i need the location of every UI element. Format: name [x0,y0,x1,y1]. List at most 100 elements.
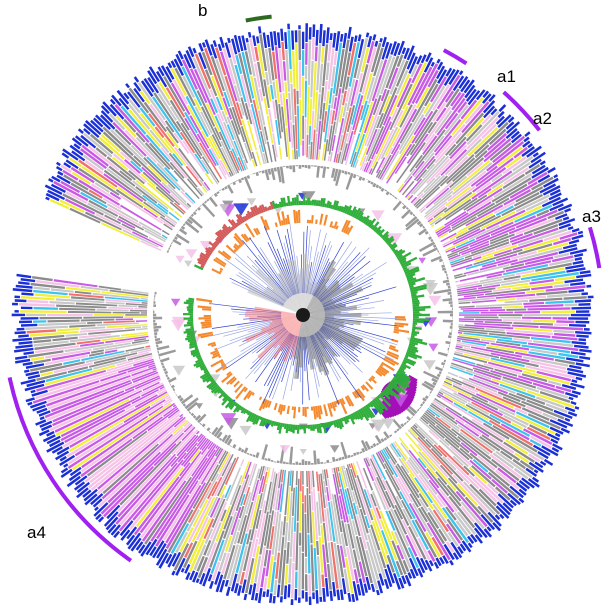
gray-ring-spike [430,255,442,263]
gray-ring-spike [153,298,155,301]
orange-ring-bar [284,218,288,225]
bar-segment [266,465,269,471]
bar-segment [305,66,308,80]
bar-segment [311,511,316,547]
bar-segment [268,108,274,133]
bar-segment [368,528,386,579]
bar-segment [132,371,160,383]
bar-segment [448,495,476,529]
bar-segment [359,64,369,93]
bar-segment [349,133,361,164]
orange-ring-bar [394,318,407,321]
bar-segment [69,324,96,328]
bar-tip [401,47,407,55]
gray-ring-spike [255,171,259,177]
bar-tip [47,189,66,200]
bar-tip [557,203,573,212]
bar-segment [310,544,315,592]
bar-tip [83,123,100,138]
bar-tip [498,104,507,113]
bar-segment [201,130,212,148]
bar-segment [467,402,490,415]
orange-ring-bar [233,248,237,253]
bar-segment [324,509,330,542]
green-ring-bar [411,293,417,297]
bar-tip [467,535,475,544]
green-ring-bar [367,403,372,408]
bar-segment [230,120,248,164]
bar-tip [522,140,531,148]
bar-segment [78,179,120,206]
bar-segment [81,165,116,190]
bar-segment [233,140,247,172]
bar-tip [24,369,30,373]
gray-ring-spike [406,416,412,421]
bar-segment [398,436,409,450]
gray-ring-spike [182,403,186,407]
bar-segment [260,131,269,165]
bar-segment [143,101,167,133]
clade-label-a1: a1 [497,67,516,86]
bar-segment [93,314,125,316]
core-wedge [244,312,297,318]
bar-segment [128,103,151,130]
bar-segment [148,113,175,147]
bar-segment [143,157,176,190]
bar-segment [457,435,498,469]
bar-segment [272,133,278,158]
bar-segment [379,87,398,129]
bar-segment [414,422,439,446]
bar-tip [572,260,584,265]
gray-ring-spike [378,186,382,190]
bar-segment [416,169,428,182]
gray-ring-spike [416,220,422,226]
bar-segment [427,69,439,88]
bar-tip [554,432,561,438]
bar-segment [149,103,167,127]
bar-segment [334,94,344,135]
bar-tip [436,58,441,64]
bar-segment [161,181,191,210]
gray-ring-spike [197,206,201,211]
core-wedge [291,320,302,358]
bar-segment [339,545,346,568]
bar-tip [461,540,472,553]
bar-segment [196,133,217,166]
clade-label-a3: a3 [582,207,601,226]
bar-segment [498,314,523,317]
bar-segment [219,159,231,179]
bar-segment [212,494,225,519]
bar-segment [427,491,448,519]
bar-segment [471,401,512,424]
bar-segment [436,74,461,110]
green-ring-bar [200,366,207,371]
bar-segment [378,89,390,116]
bar-segment [447,155,469,176]
bar-segment [56,304,107,309]
green-ring-bar [368,218,377,228]
bar-segment [423,102,432,114]
bar-segment [252,538,259,558]
bar-segment [415,129,446,169]
green-ring-bar [259,416,263,421]
bar-segment [153,92,181,132]
bar-segment [364,515,371,529]
bar-segment [59,199,85,213]
bar-segment [120,331,149,337]
bar-segment [396,448,407,462]
green-ring-bar [373,398,385,410]
bar-tip [60,468,73,478]
bar-segment [453,228,486,245]
bar-segment [165,217,177,226]
bar-segment [19,310,67,313]
bar-segment [497,298,516,302]
bar-segment [514,452,530,464]
bar-segment [556,320,575,324]
bar-segment [495,205,514,216]
bar-tip [319,596,323,602]
gray-ring-spike [443,359,447,363]
marker-triangle [219,204,230,213]
bar-segment [150,394,171,407]
bar-segment [487,471,520,499]
bar-tip [25,371,40,377]
